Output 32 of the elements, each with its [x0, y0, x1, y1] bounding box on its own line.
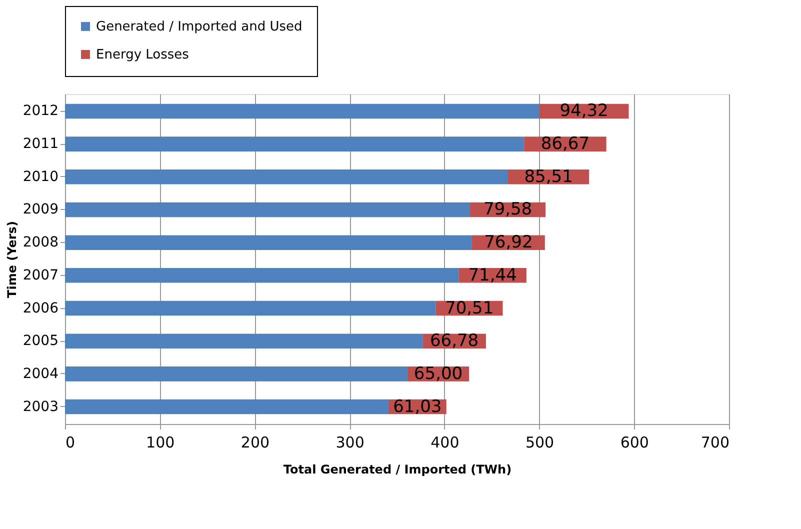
data-label: 61,03 [393, 396, 442, 417]
data-label: 79,58 [483, 200, 532, 220]
x-tick-label: 300 [336, 434, 364, 452]
data-label: 86,67 [540, 134, 590, 154]
y-tick-label: 2008 [22, 234, 58, 251]
y-tick-label: 2005 [22, 333, 58, 350]
legend-label: Energy Losses [96, 48, 190, 62]
x-tick-label: 600 [620, 434, 649, 452]
data-label: 85,51 [524, 166, 573, 187]
legend-label: Generated / Imported and Used [96, 20, 302, 34]
data-label: 71,44 [468, 265, 517, 286]
y-tick-label: 2004 [22, 366, 59, 382]
y-tick-label: 2009 [22, 202, 58, 218]
y-tick-label: 2006 [22, 300, 59, 316]
y-tick-label: 2011 [22, 136, 58, 152]
x-tick-label: 0 [66, 434, 76, 452]
x-tick-label: 400 [430, 434, 460, 452]
y-tick-label: 2010 [22, 168, 58, 185]
y-tick-label: 2012 [22, 103, 58, 120]
data-label: 66,78 [430, 331, 479, 352]
data-label: 94,32 [560, 101, 608, 122]
x-tick-label: 100 [146, 434, 175, 452]
x-axis-title: Total Generated / Imported (TWh) [283, 462, 512, 476]
data-label: 76,92 [484, 232, 533, 253]
x-tick-label: 700 [700, 434, 730, 452]
y-tick-label: 2003 [22, 398, 58, 415]
x-tick-label: 200 [240, 434, 270, 452]
x-tick-label: 500 [525, 434, 554, 452]
data-label: 70,51 [444, 298, 494, 318]
y-axis-title: Time (Yers) [4, 221, 19, 298]
y-tick-label: 2007 [22, 267, 58, 284]
data-label: 65,00 [414, 364, 463, 384]
